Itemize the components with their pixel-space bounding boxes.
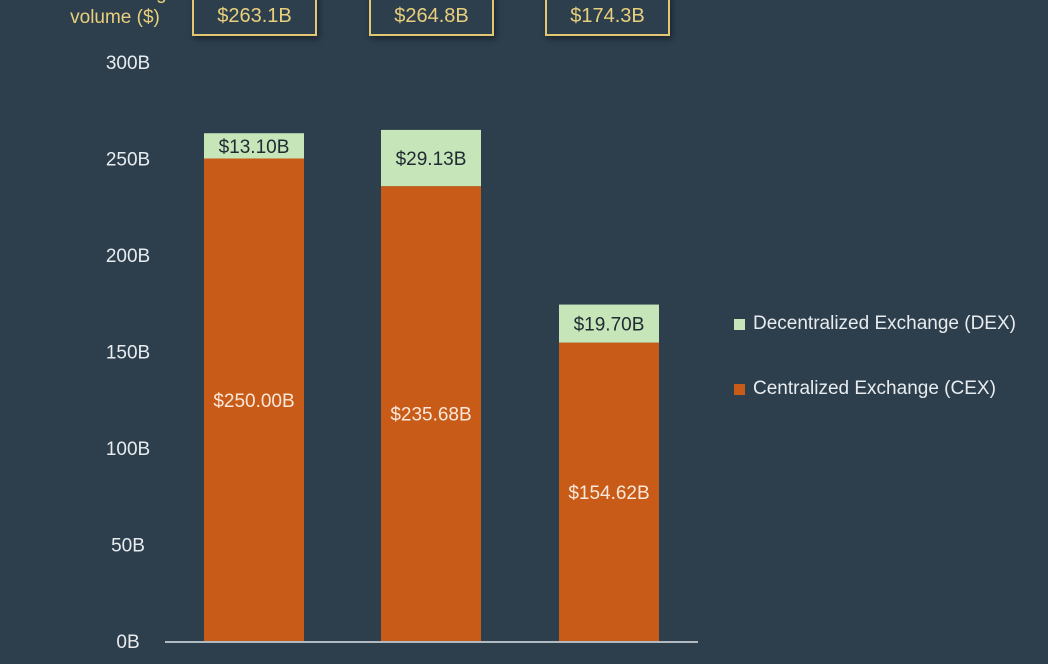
total-box-september: $264.8B <box>369 0 494 36</box>
data-label: $250.00B <box>213 391 294 412</box>
data-label: $154.62B <box>568 483 649 504</box>
legend-label-dex: Decentralized Exchange (DEX) <box>753 313 1016 334</box>
y-tick-label: 250B <box>106 150 150 171</box>
bar-cex <box>381 186 481 641</box>
y-tick-label: 150B <box>106 343 150 364</box>
bar-dex <box>559 304 659 343</box>
data-label: $29.13B <box>396 149 467 170</box>
data-label: $19.70B <box>574 315 645 336</box>
total-box-august: $263.1B <box>192 0 317 36</box>
y-tick-label: 100B <box>106 439 150 460</box>
legend-swatch-dex <box>734 318 745 330</box>
bar-cex <box>204 158 304 641</box>
total-box-october: $174.3B <box>545 0 670 36</box>
legend-item-dex: Decentralized Exchange (DEX) <box>734 313 1016 335</box>
bar-cex <box>559 342 659 641</box>
totals-title: Total trading volume ($) <box>63 0 167 28</box>
data-label: $235.68B <box>390 405 471 426</box>
legend-swatch-cex <box>734 383 745 395</box>
data-label: $13.10B <box>219 137 290 158</box>
bar-dex <box>204 133 304 159</box>
legend-item-cex: Centralized Exchange (CEX) <box>734 378 996 400</box>
y-tick-label: 50B <box>111 536 145 557</box>
y-tick-label: 200B <box>106 246 150 267</box>
y-tick-label: 300B <box>106 53 150 74</box>
legend-label-cex: Centralized Exchange (CEX) <box>753 378 996 399</box>
bar-dex <box>381 129 481 187</box>
y-tick-label: 0B <box>116 632 139 653</box>
